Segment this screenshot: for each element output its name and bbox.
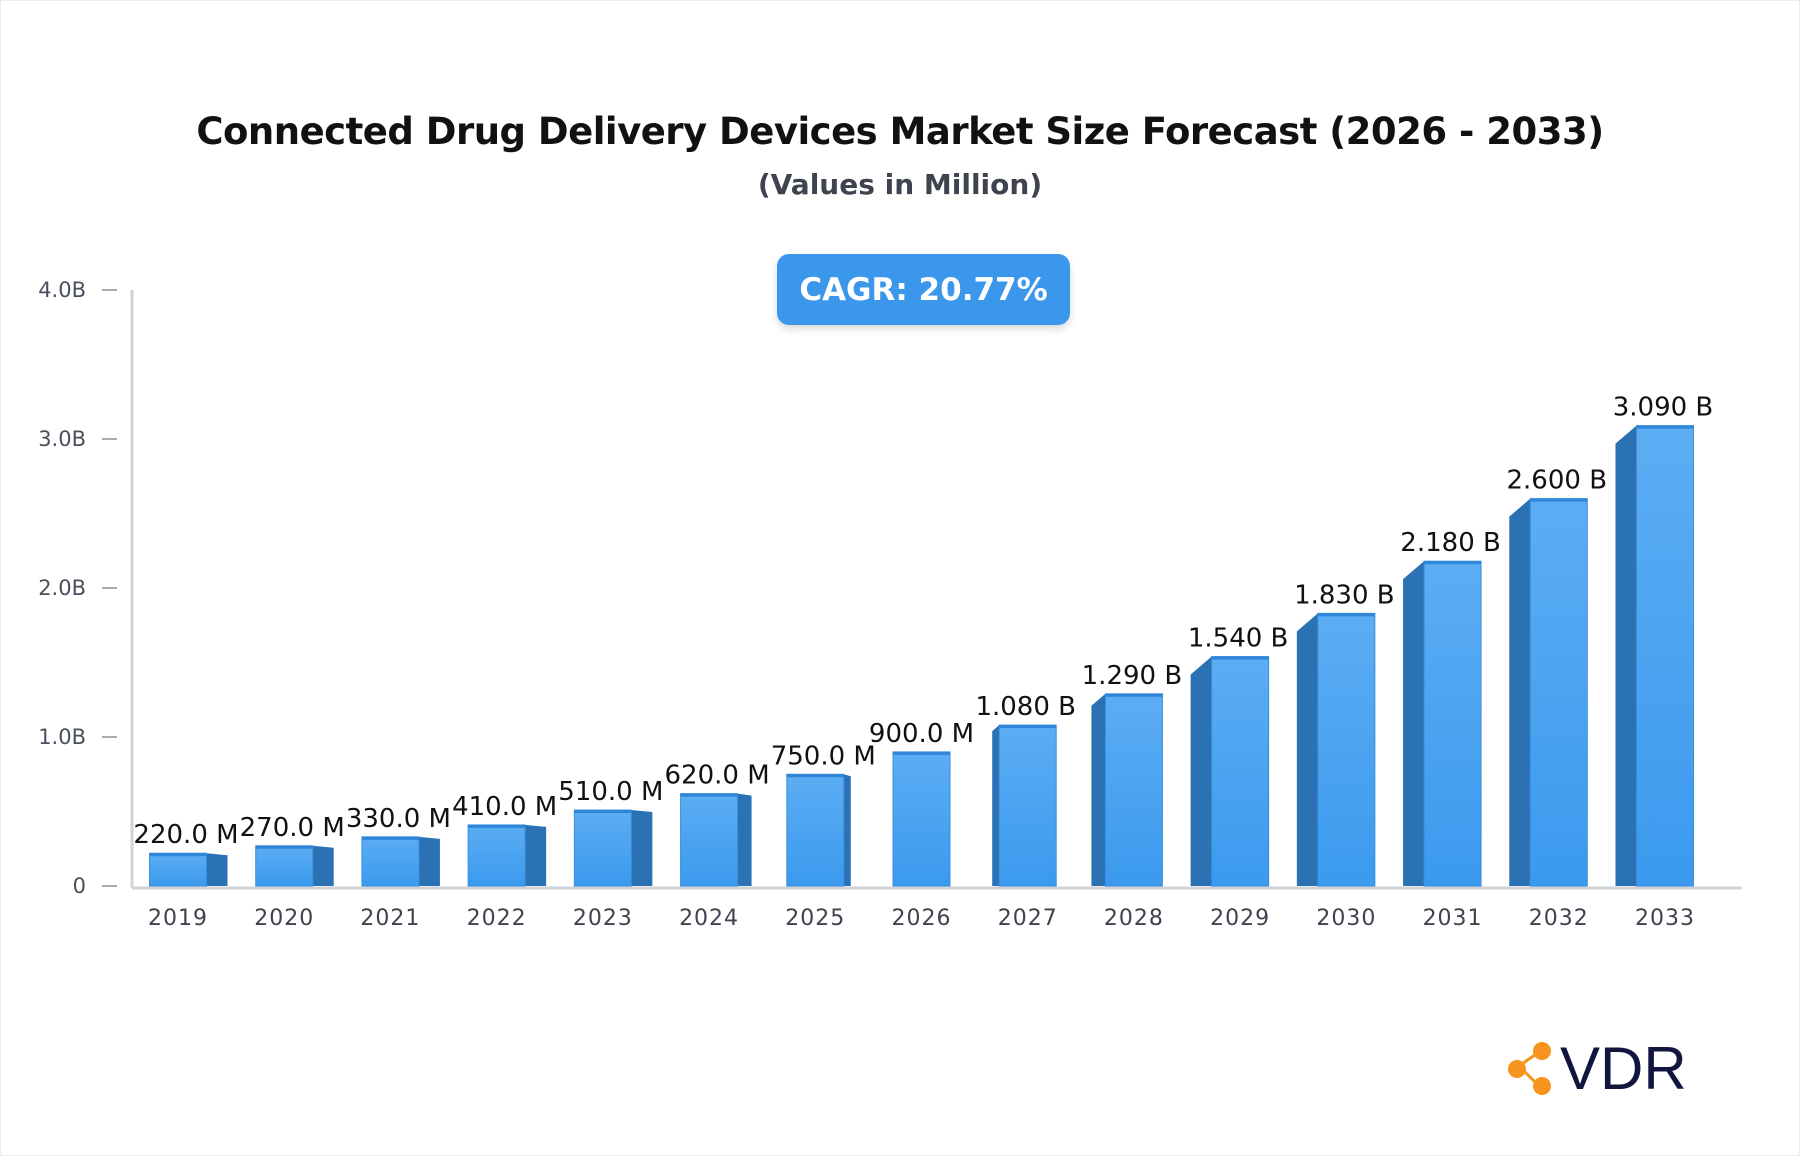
bar xyxy=(892,751,951,887)
bar-side xyxy=(992,725,1000,886)
data-label: 270.0 M xyxy=(240,813,345,843)
data-label: 1.290 B xyxy=(1082,661,1183,691)
x-tick-label: 2028 xyxy=(1104,906,1164,931)
y-tick-label: 3.0B xyxy=(38,427,86,451)
bar-top-edge xyxy=(361,836,419,840)
bar xyxy=(149,852,207,887)
y-tick-label: 0 xyxy=(73,874,86,898)
bar-top-edge xyxy=(149,853,207,857)
data-label: 2.180 B xyxy=(1400,528,1501,558)
bar-top-edge xyxy=(255,845,313,849)
chart-subtitle: (Values in Million) xyxy=(757,168,1043,201)
data-label: 410.0 M xyxy=(452,792,557,822)
bar xyxy=(1423,560,1482,887)
bar-side xyxy=(312,845,334,886)
bar-side xyxy=(631,810,653,886)
bar-side xyxy=(1091,693,1106,886)
data-label: 900.0 M xyxy=(869,719,974,749)
vdr-logo: VDR xyxy=(1505,1035,1705,1102)
bar-top-edge xyxy=(1424,561,1482,565)
bar-top-edge xyxy=(1636,425,1694,429)
bar xyxy=(467,824,526,887)
y-tick-label: 2.0B xyxy=(38,576,86,600)
bar xyxy=(680,793,739,887)
bar-side xyxy=(843,774,851,886)
bar xyxy=(361,836,420,887)
bar xyxy=(998,724,1057,887)
x-tick-label: 2021 xyxy=(360,906,420,931)
bar xyxy=(1211,656,1270,887)
bar-top-edge xyxy=(1211,656,1269,660)
bar-top-edge xyxy=(893,751,950,755)
data-label: 750.0 M xyxy=(771,741,876,771)
x-tick-label: 2027 xyxy=(998,906,1058,931)
data-label: 330.0 M xyxy=(346,804,451,834)
x-tick-label: 2023 xyxy=(573,906,633,931)
data-label: 1.540 B xyxy=(1188,624,1289,654)
cagr-badge: CAGR: 20.77% xyxy=(777,254,1070,325)
bar-side xyxy=(418,836,440,886)
data-label: 3.090 B xyxy=(1613,393,1714,423)
x-tick-label: 2022 xyxy=(467,906,527,931)
x-tick-label: 2032 xyxy=(1529,906,1589,931)
bar xyxy=(1317,612,1376,887)
data-label: 510.0 M xyxy=(558,777,663,807)
data-label: 620.0 M xyxy=(665,761,770,791)
x-tick-label: 2019 xyxy=(148,906,208,931)
data-label: 220.0 M xyxy=(133,820,238,850)
bar-top-edge xyxy=(999,725,1057,729)
x-tick-label: 2031 xyxy=(1423,906,1483,931)
bar-side xyxy=(737,793,752,886)
bar xyxy=(1636,425,1694,887)
bar-side xyxy=(206,853,228,886)
bar xyxy=(1529,498,1588,887)
bar-top-edge xyxy=(680,793,738,797)
x-tick-label: 2030 xyxy=(1316,906,1376,931)
bar-top-edge xyxy=(1530,498,1588,502)
x-tick-label: 2025 xyxy=(785,906,845,931)
bar-side xyxy=(525,824,547,886)
logo-text: VDR xyxy=(1560,1035,1687,1102)
x-tick-label: 2026 xyxy=(892,906,952,931)
bar xyxy=(786,773,845,887)
bar-side xyxy=(1296,613,1318,886)
bar-top-edge xyxy=(468,824,526,828)
x-tick-label: 2029 xyxy=(1210,906,1270,931)
bar-top-edge xyxy=(1105,693,1163,697)
y-tick-label: 4.0B xyxy=(38,278,86,302)
share-network-icon xyxy=(1508,1042,1551,1095)
x-tick-label: 2033 xyxy=(1635,906,1695,931)
y-tick-label: 1.0B xyxy=(38,725,86,749)
bar xyxy=(255,845,314,887)
bar-side xyxy=(1615,425,1637,886)
x-tick-label: 2024 xyxy=(679,906,739,931)
bar-top-edge xyxy=(786,774,844,778)
bar-side xyxy=(1403,561,1425,886)
bar-top-edge xyxy=(574,810,632,814)
bar-side xyxy=(1190,656,1212,886)
x-tick-label: 2020 xyxy=(254,906,314,931)
data-label: 1.830 B xyxy=(1294,580,1395,610)
data-label: 2.600 B xyxy=(1507,466,1608,496)
data-label: 1.080 B xyxy=(975,692,1076,722)
bar xyxy=(1104,693,1163,887)
bar-side xyxy=(1509,498,1531,886)
bar xyxy=(573,809,632,887)
bar-top-edge xyxy=(1317,613,1375,617)
chart-title: Connected Drug Delivery Devices Market S… xyxy=(196,110,1604,153)
